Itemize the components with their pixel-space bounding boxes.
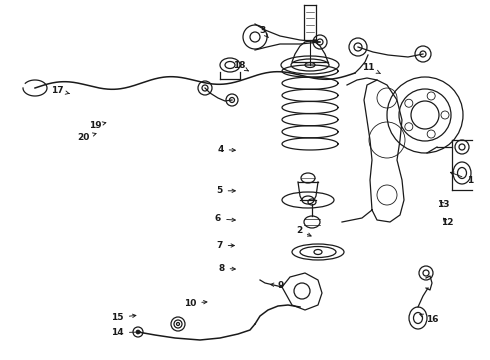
Text: 4: 4 [217,145,235,154]
Text: 14: 14 [111,328,141,337]
Text: 2: 2 [296,226,311,236]
Text: 7: 7 [216,241,234,250]
Text: 15: 15 [111,313,136,322]
Text: 5: 5 [217,186,235,195]
Text: 10: 10 [184,299,207,307]
Text: 19: 19 [89,121,106,130]
Text: 9: 9 [270,281,284,290]
Text: 12: 12 [441,218,453,227]
Text: 20: 20 [77,133,96,142]
Text: 3: 3 [259,26,268,37]
Circle shape [136,330,140,334]
Text: 11: 11 [362,63,380,73]
Text: 17: 17 [51,86,70,95]
Text: 13: 13 [437,200,450,209]
Text: 18: 18 [233,61,248,71]
Text: 16: 16 [420,314,439,324]
Text: 6: 6 [215,215,235,223]
Text: 8: 8 [219,264,235,273]
Text: 1: 1 [450,172,473,185]
